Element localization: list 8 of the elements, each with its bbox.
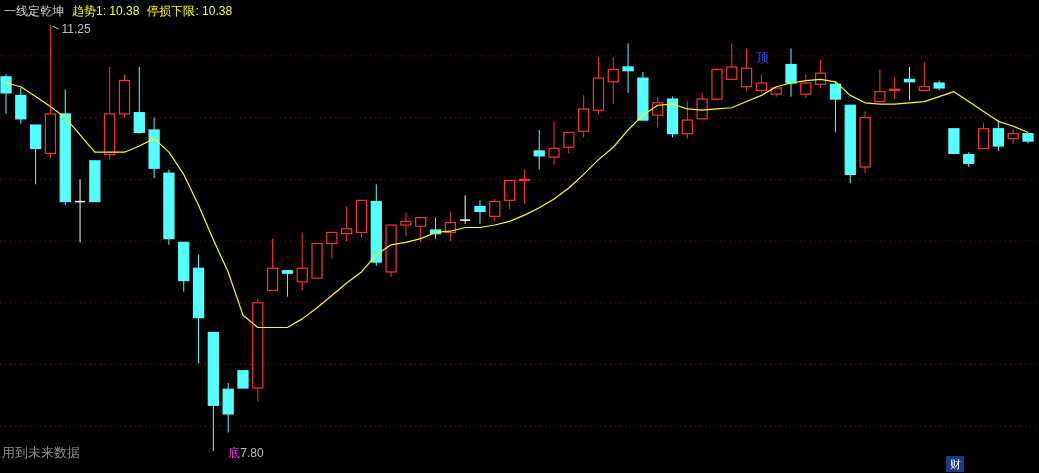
- chart-title: 一线定乾坤: [4, 4, 64, 18]
- annotation: 顶: [755, 50, 769, 65]
- annotation: 11.25: [61, 22, 91, 36]
- annotation: 用到未来数据: [2, 445, 80, 460]
- annotation: 底: [228, 446, 240, 460]
- text: 趋势1: 10.38: [72, 4, 140, 18]
- annotation: 7.80: [240, 446, 265, 460]
- text: 停损下限: 10.38: [147, 4, 233, 18]
